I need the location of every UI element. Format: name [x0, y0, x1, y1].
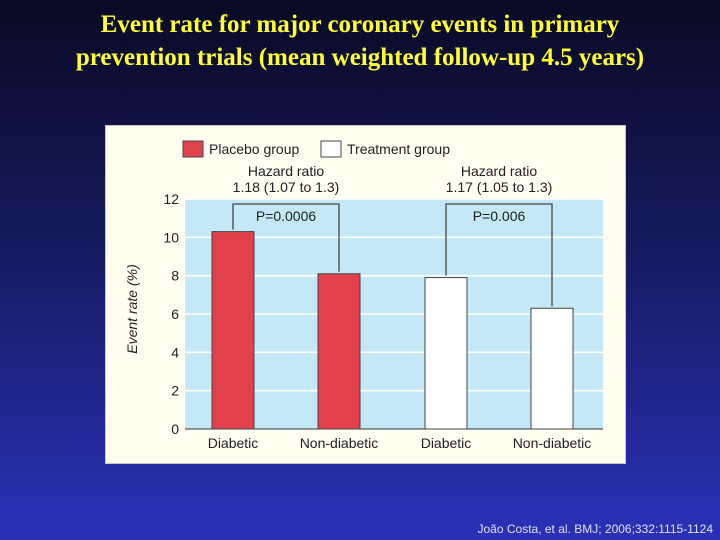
legend: Placebo group Treatment group — [182, 140, 450, 158]
p-value-label: P=0.0006 — [256, 208, 317, 224]
y-tick-label: 12 — [163, 191, 179, 207]
y-axis-label: Event rate (%) — [124, 264, 140, 353]
x-tick-labels: Diabetic Non-diabetic Diabetic Non-diabetic — [208, 435, 592, 451]
y-tick-label: 8 — [171, 268, 179, 284]
bar — [317, 273, 361, 430]
citation: João Costa, et al. BMJ; 2006;332:1115-11… — [477, 522, 714, 536]
bar — [211, 231, 255, 430]
slide-title: Event rate for major coronary events in … — [0, 8, 720, 74]
slide-title-line-1: Event rate for major coronary events in … — [100, 11, 620, 38]
y-tick-labels: 0 2 4 6 8 10 12 — [163, 191, 179, 437]
bar-chart: 0 2 4 6 8 10 12 Diabetic Non-diabetic Diabetic No… — [124, 140, 603, 451]
hazard-ratio-value: 1.18 (1.07 to 1.3) — [233, 179, 340, 195]
y-tick-label: 4 — [171, 344, 179, 360]
bars — [211, 231, 574, 430]
x-tick-label: Diabetic — [208, 435, 259, 451]
significance-bracket — [445, 203, 553, 307]
bar — [424, 277, 468, 430]
bar — [530, 307, 574, 430]
x-tick-label: Non-diabetic — [513, 435, 592, 451]
legend-label: Treatment group — [347, 141, 450, 157]
x-tick-label: Non-diabetic — [300, 435, 379, 451]
x-tick-label: Diabetic — [421, 435, 472, 451]
hazard-ratio-label: Hazard ratio — [248, 163, 324, 179]
hazard-ratio-value: 1.17 (1.05 to 1.3) — [446, 179, 553, 195]
y-tick-label: 10 — [163, 229, 179, 245]
significance-bracket — [232, 203, 340, 272]
y-tick-label: 2 — [171, 383, 179, 399]
legend-swatch — [182, 140, 204, 158]
legend-swatch — [320, 140, 342, 158]
legend-label: Placebo group — [209, 141, 300, 157]
y-tick-label: 0 — [171, 421, 179, 437]
y-tick-label: 6 — [171, 306, 179, 322]
chart-panel: 0 2 4 6 8 10 12 Diabetic Non-diabetic Diabetic No… — [106, 126, 625, 463]
hazard-ratio-label: Hazard ratio — [461, 163, 537, 179]
slide-title-line-2: prevention trials (mean weighted follow-… — [75, 44, 645, 71]
p-value-label: P=0.006 — [473, 208, 526, 224]
